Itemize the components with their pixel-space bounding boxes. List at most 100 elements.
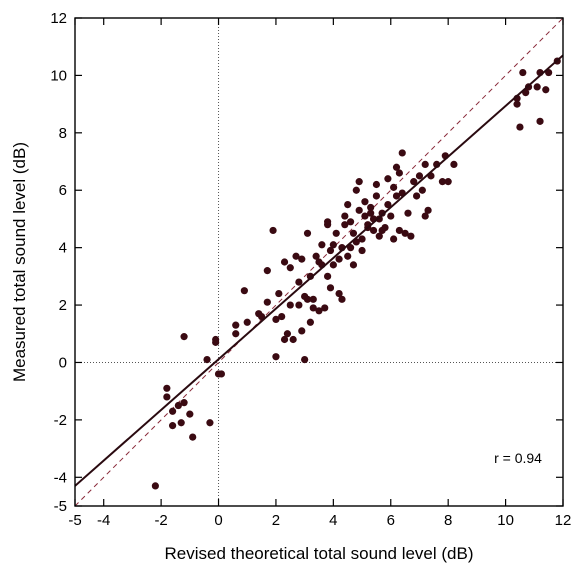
regression-fit-line bbox=[75, 54, 563, 487]
data-point bbox=[395, 226, 403, 235]
data-point bbox=[272, 353, 280, 361]
x-tick-label: -4 bbox=[97, 512, 110, 529]
data-point bbox=[309, 295, 317, 303]
data-point bbox=[450, 160, 458, 168]
data-point bbox=[415, 172, 424, 180]
correlation-annotation: r = 0.94 bbox=[494, 450, 542, 466]
data-point bbox=[438, 178, 447, 186]
data-point bbox=[372, 180, 381, 189]
data-point bbox=[301, 356, 309, 364]
data-point bbox=[352, 186, 360, 194]
data-point bbox=[295, 278, 303, 286]
data-point bbox=[375, 232, 383, 240]
y-tick-label: 0 bbox=[59, 354, 67, 371]
data-point bbox=[240, 287, 248, 295]
data-point bbox=[318, 241, 326, 249]
data-point bbox=[358, 246, 366, 255]
data-point bbox=[361, 198, 369, 206]
data-point bbox=[283, 330, 292, 338]
data-point bbox=[398, 149, 406, 157]
data-point bbox=[169, 422, 177, 430]
data-point bbox=[344, 252, 352, 260]
data-point bbox=[324, 272, 332, 280]
x-tick-label: -5 bbox=[68, 512, 81, 529]
data-point bbox=[395, 169, 403, 177]
data-point bbox=[151, 482, 159, 490]
data-point bbox=[390, 235, 398, 243]
data-point bbox=[243, 318, 251, 326]
data-point bbox=[369, 226, 378, 235]
y-tick-label: 12 bbox=[50, 10, 67, 27]
y-tick-label: 10 bbox=[50, 67, 67, 84]
data-point bbox=[303, 229, 312, 237]
data-point bbox=[298, 327, 306, 335]
data-point bbox=[392, 192, 401, 200]
data-point bbox=[186, 410, 194, 418]
data-point bbox=[344, 200, 352, 209]
data-point bbox=[410, 178, 418, 186]
x-tick-label: 2 bbox=[272, 512, 280, 529]
data-point bbox=[384, 175, 392, 183]
data-point bbox=[315, 307, 323, 315]
data-point bbox=[513, 100, 521, 108]
data-point bbox=[533, 83, 541, 91]
data-point bbox=[232, 330, 240, 338]
data-point bbox=[384, 200, 392, 209]
data-point bbox=[217, 370, 225, 378]
x-tick-label: 12 bbox=[555, 512, 572, 529]
data-point bbox=[286, 264, 294, 272]
data-point bbox=[289, 335, 297, 344]
y-tick-label: -2 bbox=[54, 412, 67, 429]
y-tick-label: 4 bbox=[59, 240, 67, 257]
x-tick-label: 8 bbox=[444, 512, 452, 529]
data-point bbox=[189, 433, 197, 441]
data-point bbox=[367, 209, 375, 217]
data-point bbox=[329, 261, 337, 269]
data-point bbox=[272, 315, 280, 324]
data-point bbox=[341, 221, 349, 229]
y-tick-label: 8 bbox=[59, 125, 67, 142]
data-point bbox=[519, 68, 527, 77]
data-point bbox=[358, 235, 366, 243]
data-point bbox=[309, 304, 317, 312]
y-tick-label: 2 bbox=[59, 297, 67, 314]
y-tick-label: 6 bbox=[59, 182, 67, 199]
data-point bbox=[542, 86, 550, 94]
data-point bbox=[324, 221, 332, 229]
data-point bbox=[306, 272, 314, 280]
data-point bbox=[421, 160, 429, 168]
data-point bbox=[418, 186, 426, 194]
data-point bbox=[424, 206, 432, 214]
data-point bbox=[401, 229, 409, 237]
data-point bbox=[536, 117, 544, 125]
data-point bbox=[169, 407, 177, 415]
data-point bbox=[298, 255, 306, 263]
data-point bbox=[372, 192, 381, 200]
data-point bbox=[212, 338, 220, 346]
data-point bbox=[367, 203, 375, 212]
data-point bbox=[303, 295, 312, 303]
data-point bbox=[280, 258, 289, 266]
y-tick-label: -4 bbox=[54, 469, 67, 486]
data-point bbox=[346, 244, 355, 252]
data-point bbox=[177, 419, 185, 427]
data-point bbox=[292, 252, 300, 260]
x-tick-label: 0 bbox=[214, 512, 222, 529]
data-point bbox=[413, 192, 421, 200]
data-point bbox=[278, 312, 286, 321]
data-point bbox=[516, 123, 524, 131]
y-tick-label: -5 bbox=[54, 498, 67, 515]
x-tick-label: 4 bbox=[329, 512, 337, 529]
data-point bbox=[341, 212, 349, 220]
data-point bbox=[263, 298, 271, 306]
data-point bbox=[390, 183, 398, 191]
data-point bbox=[361, 212, 369, 220]
data-point bbox=[206, 419, 214, 427]
data-point bbox=[349, 261, 358, 269]
data-point bbox=[332, 229, 340, 237]
data-point bbox=[349, 229, 358, 237]
data-point bbox=[335, 289, 343, 298]
data-point bbox=[286, 301, 294, 309]
